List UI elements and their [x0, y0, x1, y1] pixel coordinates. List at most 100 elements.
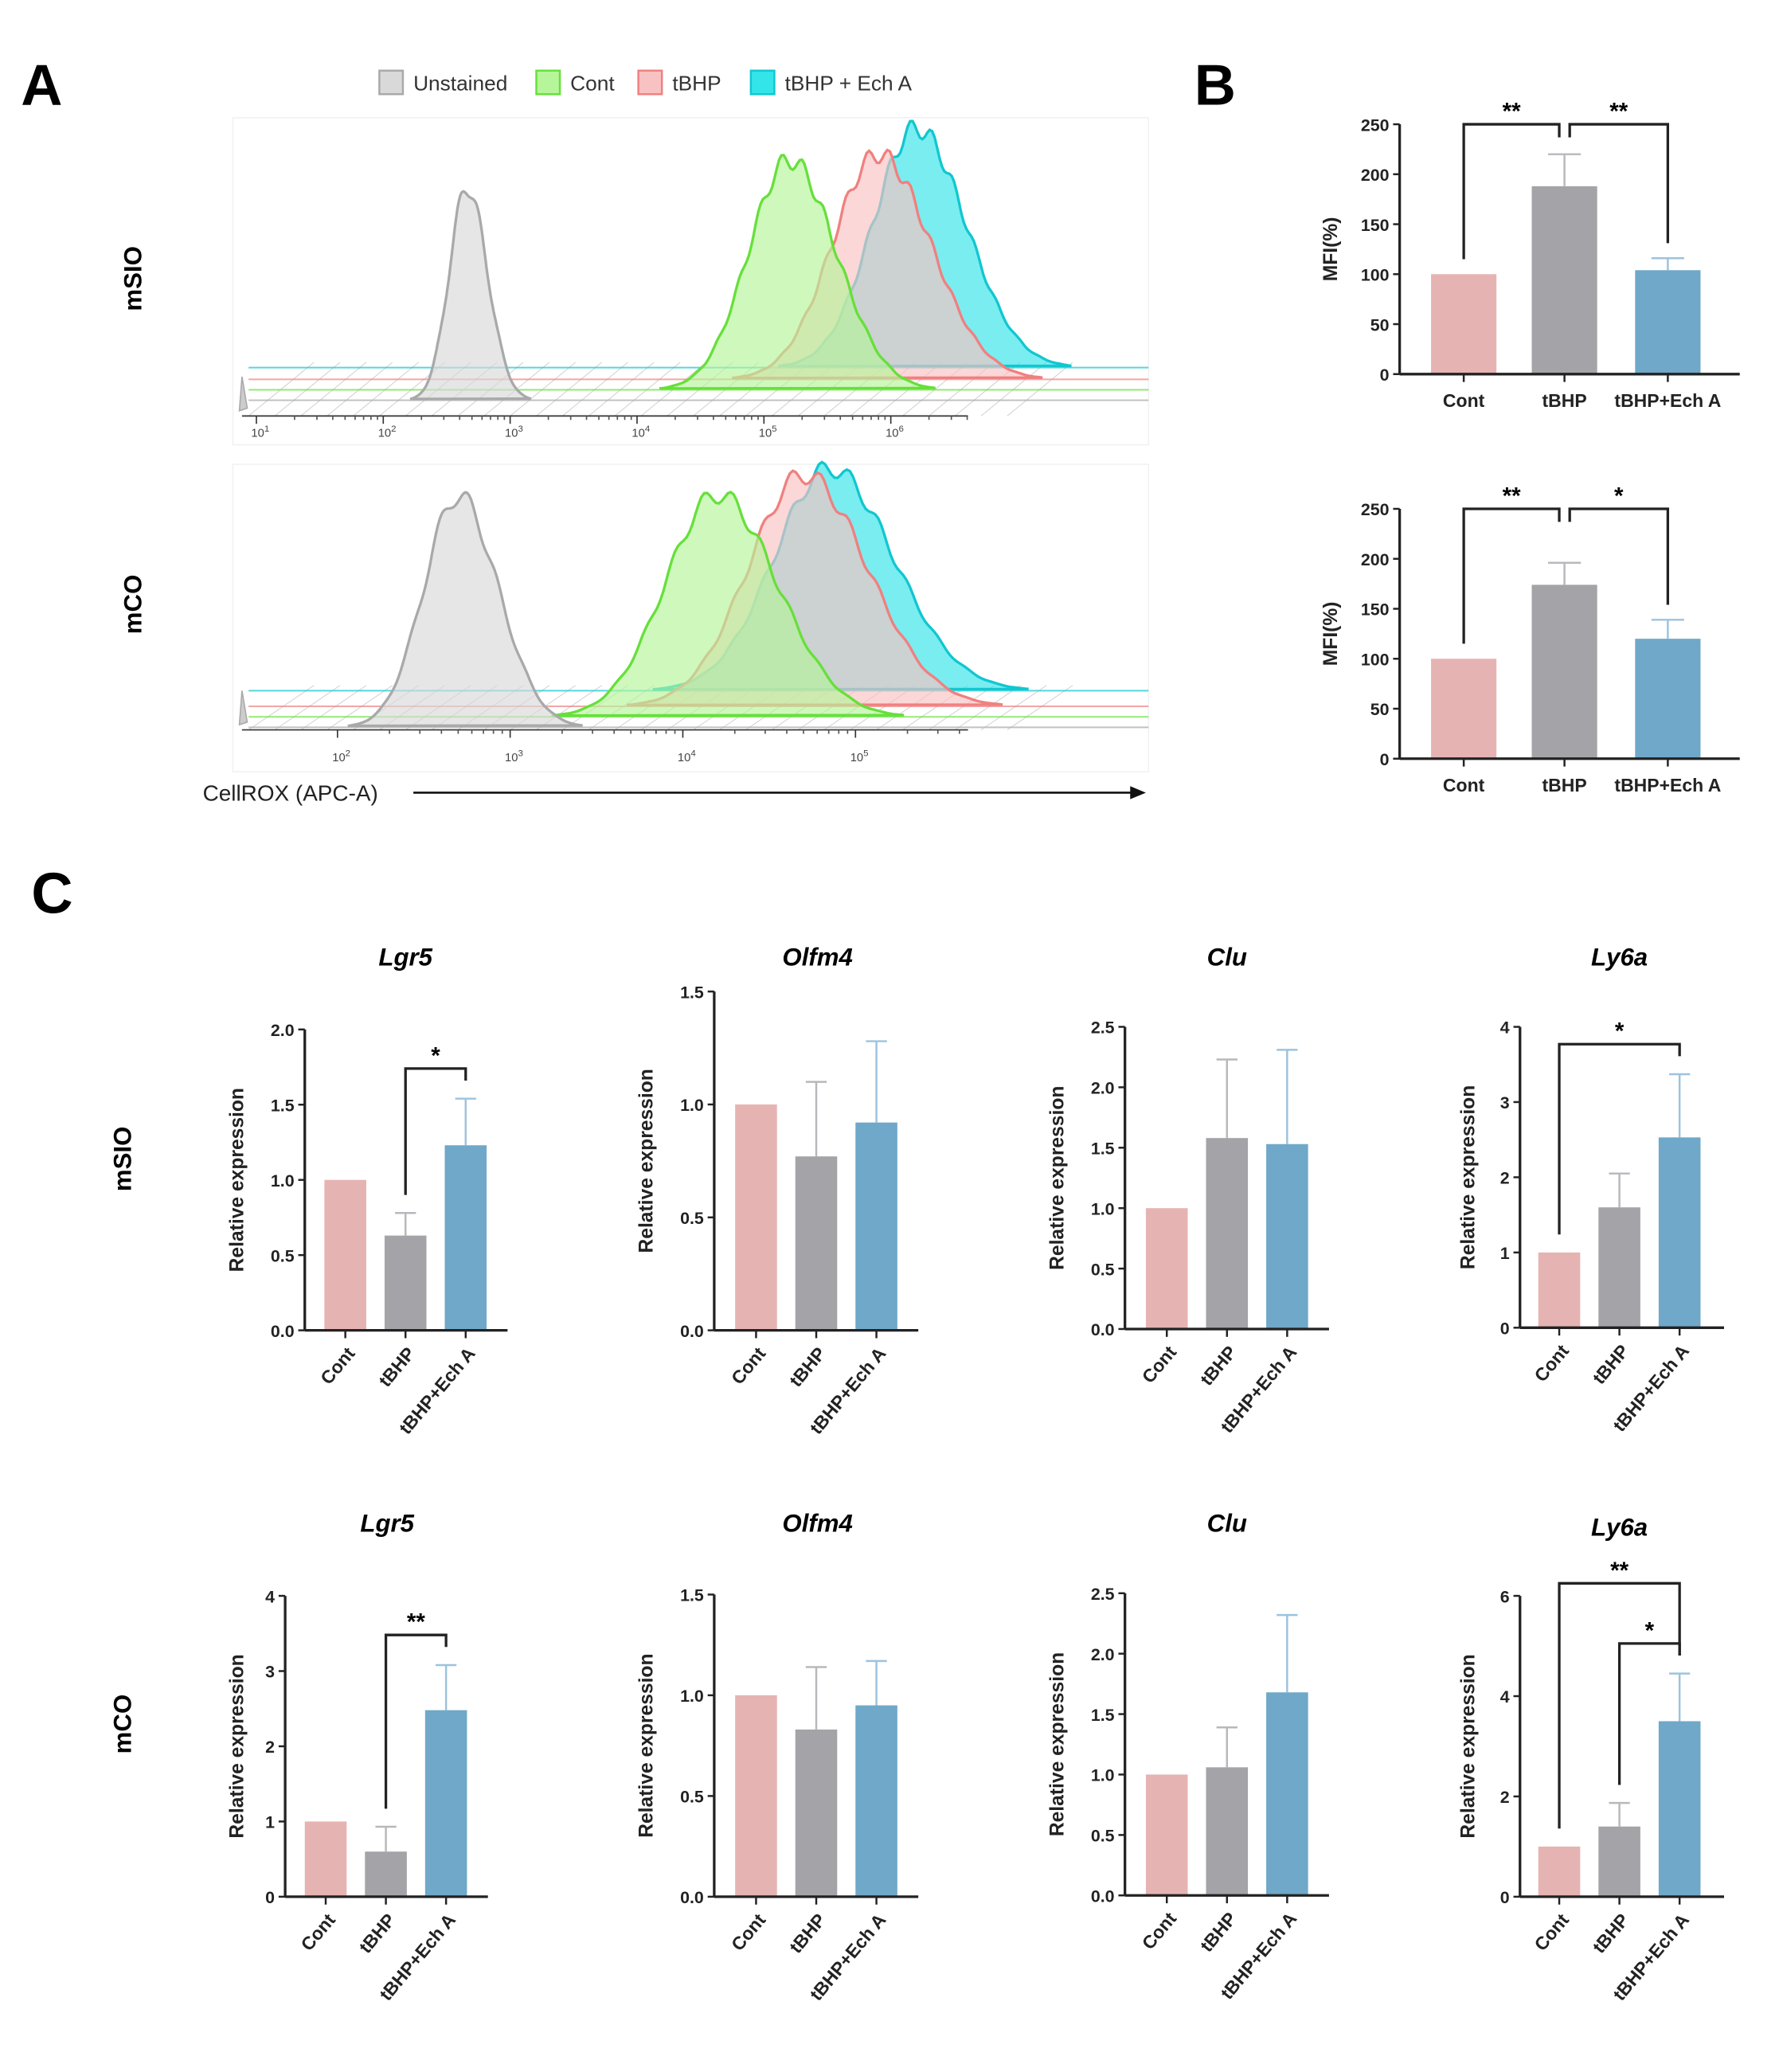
- x-tick-exponent: 5: [772, 424, 776, 434]
- floor-gridline: [248, 685, 315, 731]
- x-category-label: Cont: [1443, 775, 1485, 796]
- x-tick-exponent: 4: [645, 424, 651, 434]
- y-tick-label: 1.5: [271, 1096, 295, 1115]
- x-tick-label: 105: [759, 424, 777, 440]
- bar-cont: [1145, 1208, 1188, 1329]
- y-axis-label: Relative expression: [1457, 1654, 1479, 1838]
- histogram-cont: [551, 491, 905, 717]
- bar-cont: [1431, 659, 1497, 759]
- x-tick-base: 10: [251, 428, 264, 440]
- x-tick-base: 10: [378, 428, 391, 440]
- y-tick-label: 1.5: [680, 1586, 704, 1605]
- bar-tbhp: [795, 1156, 838, 1331]
- bar-chart-C-mSIO-Lgr5: Lgr5 Relative expression 0.0 0.5 1.0 1.5 2.0 Co…: [227, 943, 508, 1438]
- x-tick-label: 103: [505, 749, 523, 764]
- bar-tbhp-ech-a: [855, 1122, 897, 1331]
- chart-title: Olfm4: [782, 1510, 852, 1538]
- significance-label: **: [1503, 98, 1521, 124]
- y-axis-label: Relative expression: [636, 1069, 658, 1253]
- x-category-label: Cont: [1138, 1342, 1181, 1387]
- y-tick-label: 0.0: [271, 1322, 295, 1341]
- x-tick-base: 10: [678, 752, 690, 764]
- y-tick-label: 250: [1361, 500, 1390, 519]
- y-tick-label: 1.0: [271, 1171, 295, 1190]
- bar-tbhp: [795, 1729, 838, 1897]
- x-tick-label: 104: [678, 749, 696, 764]
- row-label: mSIO: [119, 246, 147, 311]
- c-row-label-mco: mCO: [108, 1695, 136, 1754]
- significance-label: *: [1645, 1617, 1655, 1644]
- bar-tbhp: [1206, 1138, 1249, 1329]
- bar-cont: [324, 1179, 366, 1331]
- y-tick-label: 2: [265, 1738, 275, 1757]
- legend-label: Unstained: [413, 71, 507, 95]
- x-category-label: Cont: [316, 1343, 359, 1388]
- x-category-label: tBHP: [355, 1910, 400, 1957]
- y-tick-label: 0.5: [1091, 1827, 1115, 1846]
- y-tick-label: 0.0: [1091, 1320, 1115, 1339]
- x-tick-exponent: 4: [690, 749, 696, 758]
- x-tick-label: 106: [886, 424, 904, 440]
- floor-gridline: [326, 685, 393, 731]
- y-tick-label: 0: [1500, 1888, 1510, 1907]
- x-category-label: Cont: [1530, 1910, 1573, 1955]
- bar-tbhp-ech-a: [1658, 1721, 1701, 1897]
- floor-gridline: [929, 685, 995, 731]
- bar-tbhp: [1531, 186, 1597, 374]
- x-category-label: Cont: [1530, 1340, 1573, 1386]
- histogram-cont: [659, 154, 936, 390]
- significance-bracket: [404, 1067, 467, 1195]
- y-axis-label: Relative expression: [636, 1653, 658, 1837]
- x-category-label: tBHP: [1196, 1342, 1241, 1390]
- bar-chart-B-mCO: MFI(%) 0 50 100 150 200 250 Cont tBHP tBHP+Ech A *…: [1320, 483, 1740, 796]
- y-axis-label: Relative expression: [1046, 1086, 1068, 1270]
- floor-gridline: [274, 685, 341, 731]
- x-category-label: tBHP: [1589, 1340, 1633, 1388]
- x-tick-base: 10: [332, 752, 345, 764]
- histogram-unstained: [409, 190, 532, 401]
- y-tick-label: 0: [1380, 366, 1390, 385]
- y-tick-label: 3: [265, 1663, 275, 1682]
- significance-bracket: [1462, 123, 1561, 260]
- y-tick-label: 150: [1361, 216, 1390, 235]
- row-label: mCO: [119, 575, 147, 635]
- significance-label: **: [407, 1609, 425, 1636]
- y-tick-label: 2: [1500, 1169, 1510, 1188]
- y-tick-label: 4: [265, 1587, 275, 1606]
- x-tick-base: 10: [850, 752, 863, 764]
- bar-tbhp-ech-a: [1635, 639, 1701, 759]
- x-tick-label: 103: [505, 424, 523, 440]
- y-tick-label: 2: [1500, 1788, 1510, 1807]
- x-tick-label: 101: [251, 424, 269, 440]
- x-category-label: tBHP: [374, 1343, 419, 1391]
- bar-tbhp: [1206, 1767, 1249, 1896]
- y-tick-label: 4: [1500, 1018, 1510, 1038]
- y-tick-label: 2.0: [271, 1021, 295, 1040]
- y-tick-label: 0.0: [680, 1888, 704, 1907]
- chart-title: Clu: [1207, 943, 1247, 971]
- bar-cont: [1431, 274, 1497, 374]
- y-tick-label: 1.0: [680, 1687, 704, 1706]
- y-tick-label: 0.0: [1091, 1886, 1115, 1906]
- x-tick-base: 10: [505, 428, 518, 440]
- significance-bracket: [384, 1633, 448, 1809]
- significance-label: **: [1610, 1558, 1628, 1584]
- x-tick-exponent: 5: [863, 749, 868, 758]
- y-tick-label: 250: [1361, 115, 1390, 135]
- x-tick-label: 105: [850, 749, 869, 764]
- y-tick-label: 50: [1370, 700, 1390, 719]
- y-tick-label: 0.0: [680, 1322, 704, 1341]
- legend-label: tBHP + Ech A: [785, 71, 913, 95]
- bar-tbhp-ech-a: [855, 1705, 897, 1897]
- panel-label-a: A: [21, 53, 62, 117]
- x-category-label: Cont: [296, 1910, 339, 1955]
- significance-label: *: [431, 1042, 440, 1069]
- legend-label: Cont: [570, 71, 615, 95]
- x-tick-base: 10: [759, 428, 772, 440]
- bar-cont: [1538, 1252, 1581, 1328]
- y-tick-label: 100: [1361, 650, 1390, 669]
- x-category-label: tBHP+Ech A: [1614, 390, 1721, 411]
- bar-tbhp: [1598, 1207, 1640, 1328]
